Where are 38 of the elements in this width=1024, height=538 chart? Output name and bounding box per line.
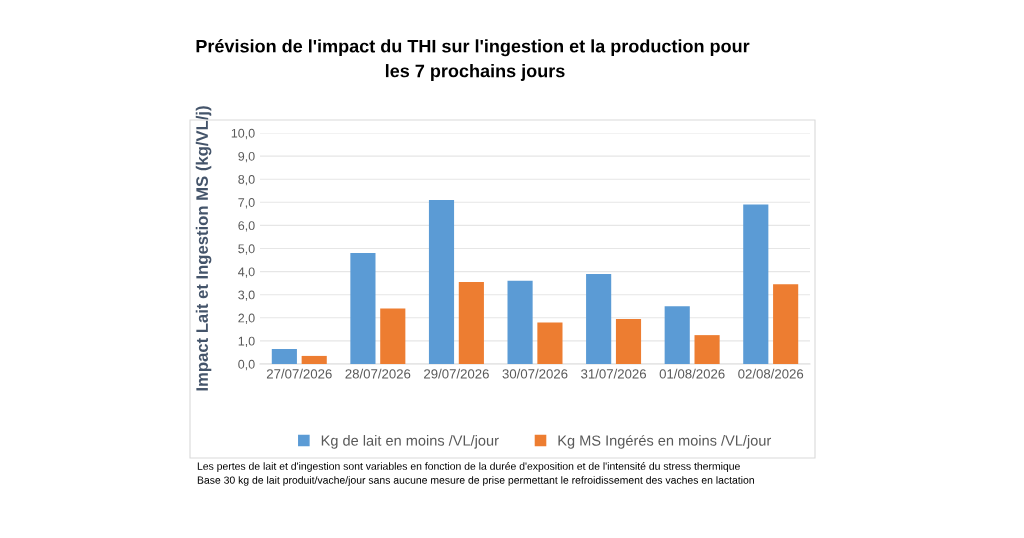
- chart-title: Prévision de l'impact du THI sur l'ingestion et la production pour les 7 prochains jours: [196, 39, 750, 81]
- x-tick-label: 27/07/2026: [266, 368, 332, 379]
- y-tick-label: 10,0: [231, 128, 255, 140]
- bar: [301, 355, 327, 364]
- y-tick-label: 6,0: [238, 221, 255, 232]
- x-tick-label: 29/07/2026: [424, 368, 489, 379]
- bar: [380, 308, 406, 364]
- bar: [537, 322, 563, 364]
- x-tick-label: 31/07/2026: [581, 368, 647, 379]
- y-tick-label: 5,0: [238, 244, 255, 255]
- bar: [428, 199, 455, 364]
- x-tick-label: 30/07/2026: [502, 368, 568, 379]
- bar: [458, 282, 484, 364]
- x-tick-label: 28/07/2026: [345, 368, 411, 379]
- y-tick-label: 8,0: [238, 175, 255, 186]
- text: Base 30 kg de lait produit/vache/jour sans aucune mesure de prise permettant le refroidissement des vaches en lactation: [197, 476, 754, 486]
- bar: [743, 204, 769, 364]
- y-tick-label: 3,0: [238, 290, 255, 301]
- y-tick-label: 1,0: [238, 336, 255, 348]
- y-tick-label: 7,0: [238, 198, 255, 209]
- y-tick-label: 9,0: [238, 151, 255, 163]
- legend-label: Kg de lait en moins /VL/jour: [321, 435, 499, 449]
- bar: [664, 306, 690, 364]
- text: Les pertes de lait et d'ingestion sont variables en fonction de la durée d'exposition et de l'intensité du stress thermique: [197, 462, 740, 472]
- bar: [271, 348, 297, 364]
- y-tick-label: 2,0: [238, 313, 255, 324]
- legend-label: Kg MS Ingérés en moins /VL/jour: [558, 434, 772, 449]
- y-tick-label: 4,0: [238, 267, 255, 278]
- bar: [615, 318, 642, 364]
- bar: [773, 284, 799, 364]
- bar: [507, 280, 533, 364]
- y-tick-label: 0,0: [238, 359, 255, 371]
- bar: [694, 335, 720, 364]
- bar: [350, 253, 376, 364]
- y-axis-title: Impact Lait et Ingestion MS (kg/VL/j): [195, 106, 212, 391]
- x-tick-label: 01/08/2026: [659, 368, 725, 379]
- x-tick-label: 02/08/2026: [738, 368, 804, 379]
- bar: [586, 273, 612, 364]
